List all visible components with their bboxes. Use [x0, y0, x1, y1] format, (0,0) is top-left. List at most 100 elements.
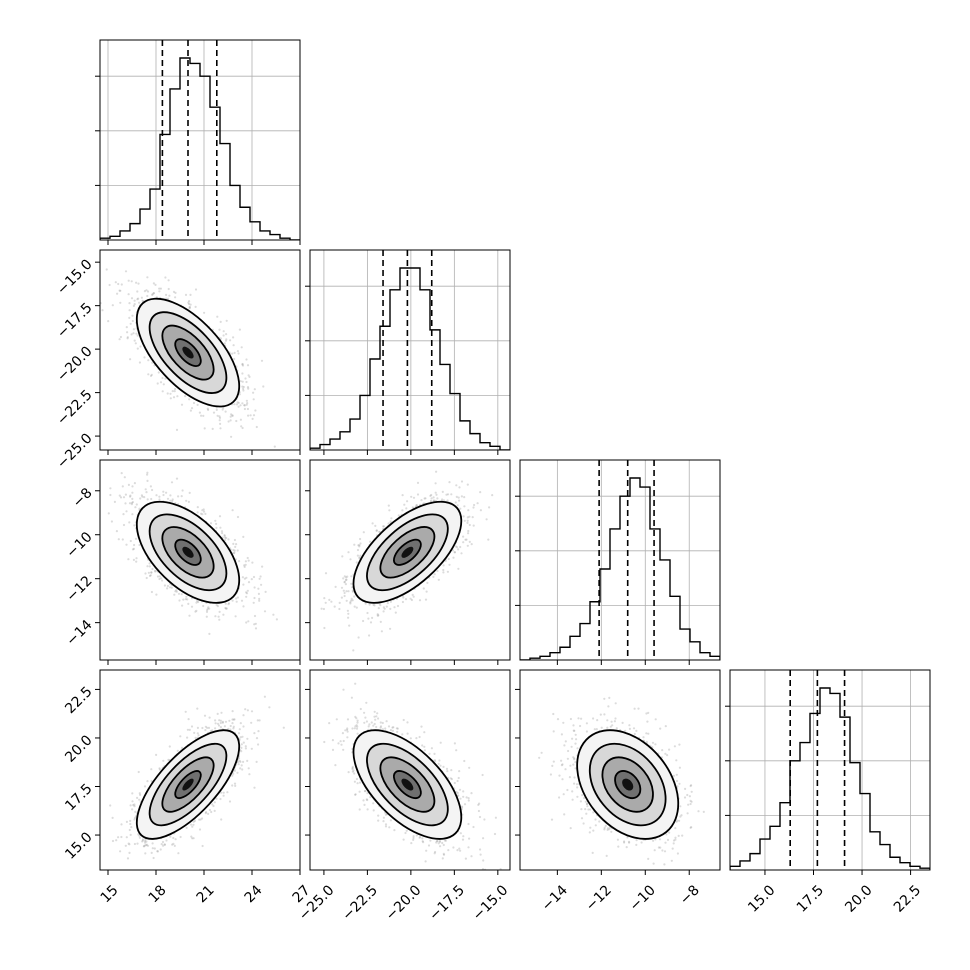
- sample-point: [231, 414, 234, 417]
- sample-point: [143, 290, 146, 293]
- sample-point: [139, 497, 142, 500]
- sample-point: [397, 514, 400, 517]
- sample-point: [234, 615, 237, 618]
- sample-point: [239, 418, 242, 421]
- sample-point: [156, 575, 160, 578]
- sample-point: [124, 502, 127, 505]
- sample-point: [174, 590, 177, 593]
- sample-point: [123, 476, 126, 479]
- sample-point: [222, 334, 225, 337]
- sample-point: [119, 496, 123, 499]
- sample-point: [189, 409, 192, 412]
- sample-point: [131, 513, 134, 516]
- sample-point: [467, 529, 470, 533]
- sample-point: [376, 614, 379, 617]
- y-tick-label: −8: [70, 485, 96, 511]
- sample-point: [190, 605, 194, 608]
- sample-point: [224, 536, 227, 539]
- sample-point: [458, 486, 461, 489]
- sample-point: [425, 590, 428, 593]
- sample-point: [209, 522, 213, 525]
- sample-point: [107, 512, 110, 515]
- sample-point: [189, 293, 192, 296]
- sample-point: [233, 549, 236, 552]
- sample-point: [253, 586, 256, 589]
- sample-point: [120, 283, 123, 286]
- plot-area: [100, 40, 300, 240]
- sample-point: [250, 578, 253, 581]
- sample-point: [146, 479, 149, 482]
- sample-point: [140, 296, 143, 299]
- sample-point: [224, 602, 227, 605]
- sample-point: [194, 610, 197, 613]
- sample-point: [132, 332, 135, 335]
- sample-point: [359, 537, 362, 541]
- sample-point: [366, 611, 369, 615]
- sample-point: [169, 494, 172, 497]
- sample-point: [258, 577, 261, 580]
- sample-point: [122, 496, 126, 499]
- sample-point: [185, 499, 188, 502]
- sample-point: [231, 352, 234, 355]
- sample-point: [147, 373, 150, 376]
- sample-point: [200, 512, 203, 515]
- sample-point: [442, 564, 445, 567]
- sample-point: [164, 276, 167, 279]
- sample-point: [342, 577, 345, 580]
- sample-point: [162, 383, 165, 386]
- sample-point: [233, 403, 236, 406]
- sample-point: [130, 503, 133, 506]
- sample-point: [371, 522, 374, 525]
- sample-point: [227, 603, 230, 606]
- sample-point: [257, 587, 260, 590]
- sample-point: [225, 338, 228, 341]
- sample-point: [353, 543, 356, 546]
- sample-point: [150, 373, 153, 376]
- sample-point: [188, 614, 191, 617]
- sample-point: [178, 599, 181, 602]
- sample-point: [243, 404, 246, 407]
- sample-point: [89, 275, 91, 277]
- sample-point: [174, 296, 177, 299]
- sample-point: [231, 599, 234, 602]
- sample-point: [404, 598, 408, 601]
- sample-point: [149, 574, 152, 577]
- sample-point: [184, 395, 187, 398]
- sample-point: [143, 496, 146, 499]
- sample-point: [375, 529, 378, 532]
- sample-point: [196, 506, 199, 509]
- sample-point: [206, 609, 209, 612]
- sample-point: [236, 350, 239, 353]
- sample-point: [167, 279, 170, 282]
- sample-point: [188, 307, 191, 310]
- sample-point: [126, 337, 129, 340]
- sample-point: [254, 409, 257, 412]
- sample-point: [246, 364, 250, 367]
- sample-point: [216, 315, 219, 318]
- sample-point: [368, 603, 371, 606]
- sample-point: [129, 495, 132, 498]
- sample-point: [231, 509, 234, 512]
- sample-point: [448, 481, 451, 484]
- sample-point: [219, 320, 222, 323]
- sample-point: [218, 419, 221, 422]
- sample-point: [350, 575, 353, 578]
- sample-point: [195, 609, 198, 612]
- sample-point: [167, 287, 170, 291]
- sample-point: [151, 293, 154, 296]
- sample-point: [261, 565, 264, 568]
- sample-point: [435, 493, 438, 496]
- sample-point: [247, 374, 250, 377]
- sample-point: [207, 408, 210, 411]
- histogram-step: [310, 267, 510, 450]
- sample-point: [424, 497, 427, 500]
- sample-point: [442, 568, 445, 572]
- sample-point: [158, 577, 161, 581]
- sample-point: [229, 419, 232, 422]
- sample-point: [138, 543, 141, 547]
- sample-point: [155, 593, 158, 596]
- panel-frame: [99, 459, 301, 661]
- sample-point: [146, 276, 149, 279]
- sample-point: [152, 292, 155, 295]
